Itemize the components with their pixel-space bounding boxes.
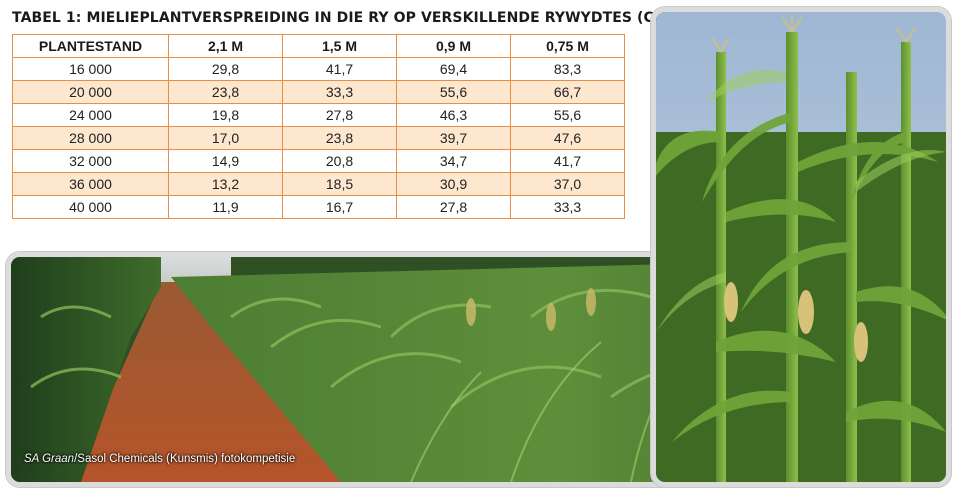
table-row: 28 000 17,0 23,8 39,7 47,6 <box>12 126 625 150</box>
table-cell: 13,2 <box>168 172 283 196</box>
table-cell: 20 000 <box>12 80 169 104</box>
table-row: 32 000 14,9 20,8 34,7 41,7 <box>12 149 625 173</box>
photo-credit: SA Graan/Sasol Chemicals (Kunsmis) fotok… <box>24 453 295 465</box>
table-cell: 55,6 <box>510 103 625 127</box>
table-cell: 30,9 <box>396 172 511 196</box>
table-cell: 55,6 <box>396 80 511 104</box>
table-cell: 47,6 <box>510 126 625 150</box>
table-cell: 20,8 <box>282 149 397 173</box>
table-cell: 16,7 <box>282 195 397 219</box>
table-cell: 18,5 <box>282 172 397 196</box>
table-row: 40 000 11,9 16,7 27,8 33,3 <box>12 195 625 219</box>
photo-credit-text: /Sasol Chemicals (Kunsmis) fotokompetisi… <box>74 453 296 465</box>
table-cell: 33,3 <box>282 80 397 104</box>
table-cell: 41,7 <box>282 57 397 81</box>
header-row-width-2-1: 2,1 M <box>168 34 283 58</box>
table-cell: 40 000 <box>12 195 169 219</box>
table-cell: 69,4 <box>396 57 511 81</box>
table-cell: 32 000 <box>12 149 169 173</box>
table-cell: 46,3 <box>396 103 511 127</box>
table-cell: 33,3 <box>510 195 625 219</box>
header-row-width-0-75: 0,75 M <box>510 34 625 58</box>
table-cell: 39,7 <box>396 126 511 150</box>
table-cell: 66,7 <box>510 80 625 104</box>
table-cell: 27,8 <box>282 103 397 127</box>
table-row: 24 000 19,8 27,8 46,3 55,6 <box>12 103 625 127</box>
table-cell: 28 000 <box>12 126 169 150</box>
table-cell: 17,0 <box>168 126 283 150</box>
table-header-row: PLANTESTAND 2,1 M 1,5 M 0,9 M 0,75 M <box>12 34 625 58</box>
table-cell: 23,8 <box>168 80 283 104</box>
table-cell: 34,7 <box>396 149 511 173</box>
table-cell: 37,0 <box>510 172 625 196</box>
table-cell: 16 000 <box>12 57 169 81</box>
table-cell: 11,9 <box>168 195 283 219</box>
header-plant-stand: PLANTESTAND <box>12 34 169 58</box>
table-cell: 27,8 <box>396 195 511 219</box>
table-row: 16 000 29,8 41,7 69,4 83,3 <box>12 57 625 81</box>
table-row: 20 000 23,8 33,3 55,6 66,7 <box>12 80 625 104</box>
table-row: 36 000 13,2 18,5 30,9 37,0 <box>12 172 625 196</box>
header-row-width-1-5: 1,5 M <box>282 34 397 58</box>
maize-plants-icon <box>656 12 946 482</box>
table-cell: 19,8 <box>168 103 283 127</box>
table-cell: 29,8 <box>168 57 283 81</box>
table-cell: 83,3 <box>510 57 625 81</box>
table-cell: 24 000 <box>12 103 169 127</box>
table-cell: 36 000 <box>12 172 169 196</box>
table-cell: 41,7 <box>510 149 625 173</box>
photo-credit-source: SA Graan <box>24 453 75 465</box>
plant-spacing-table: PLANTESTAND 2,1 M 1,5 M 0,9 M 0,75 M 16 … <box>12 34 625 219</box>
maize-plants-photo <box>651 7 951 487</box>
table-cell: 23,8 <box>282 126 397 150</box>
table-cell: 14,9 <box>168 149 283 173</box>
header-row-width-0-9: 0,9 M <box>396 34 511 58</box>
table-title: TABEL 1: MIELIEPLANTVERSPREIDING IN DIE … <box>12 10 680 26</box>
